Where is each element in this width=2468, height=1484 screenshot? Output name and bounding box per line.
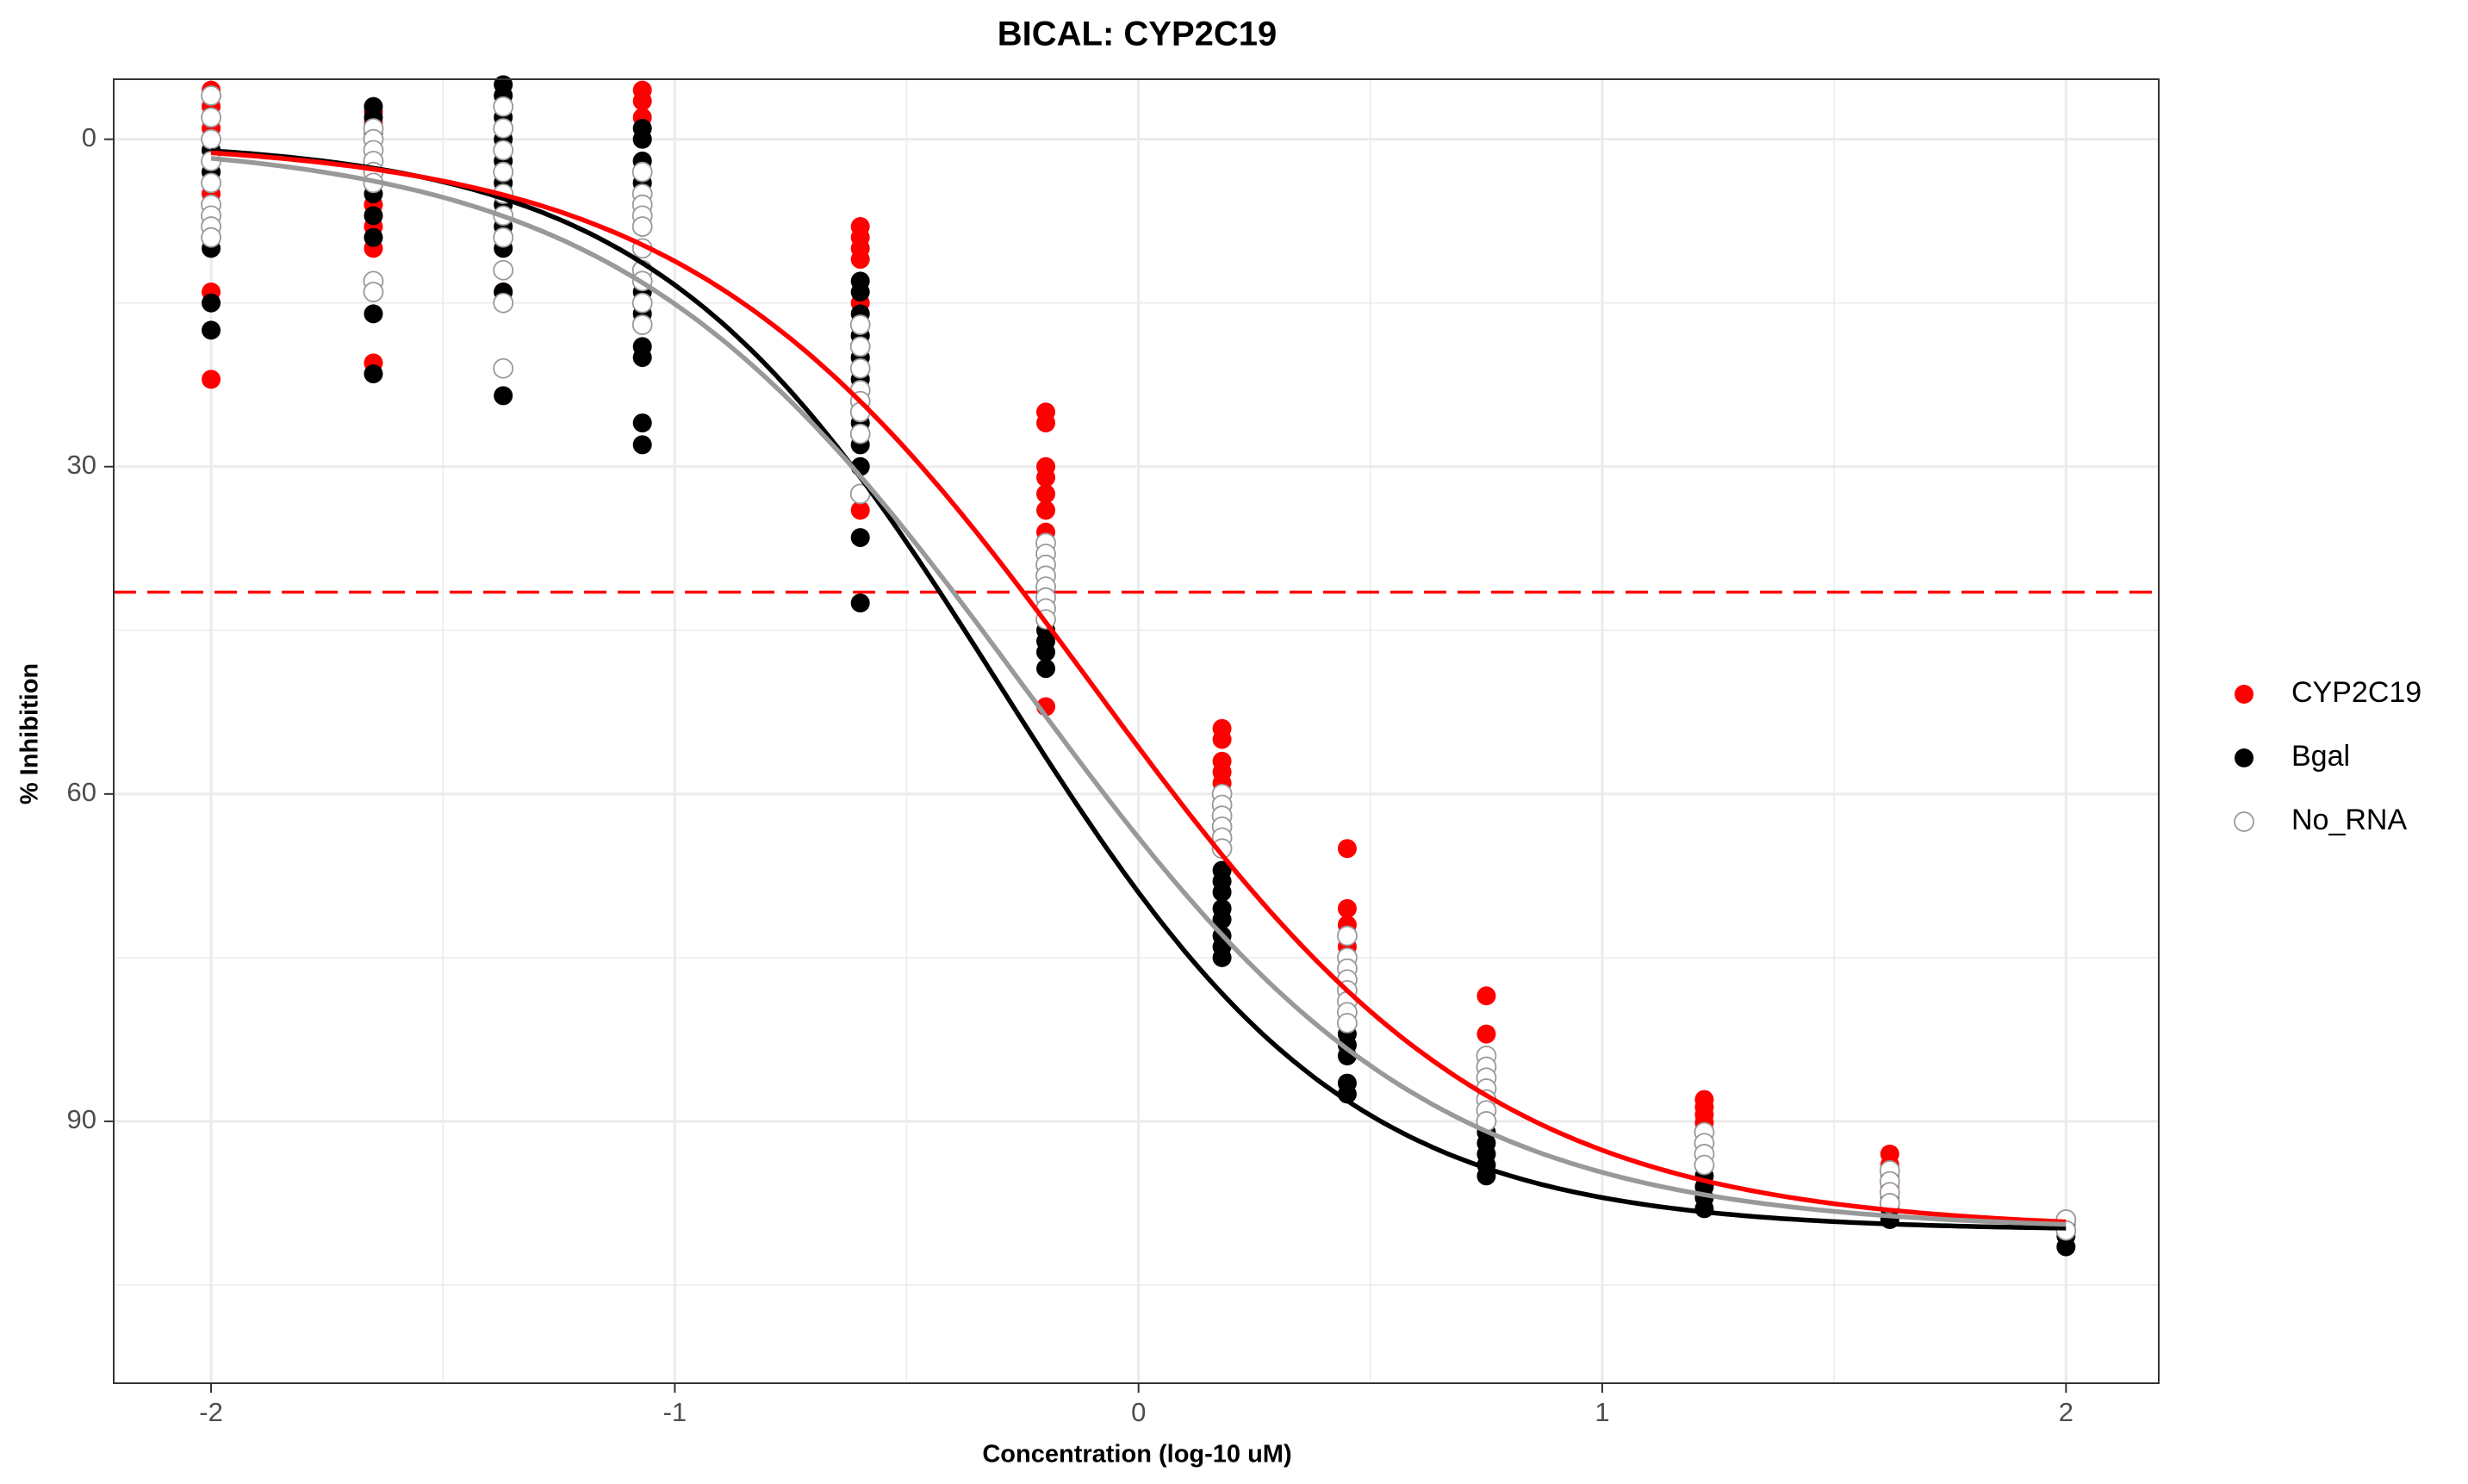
data-point (201, 128, 221, 150)
data-point (850, 500, 870, 520)
data-point (493, 227, 514, 248)
tick-layer: -2 -1 0 1 2 0 30 60 90 (67, 122, 2073, 1427)
data-point (201, 107, 221, 128)
x-tick-label: 2 (2059, 1397, 2073, 1427)
data-point (363, 282, 384, 302)
data-point (2056, 1237, 2076, 1257)
data-point (849, 336, 871, 357)
data-point (202, 320, 221, 340)
data-point (849, 423, 871, 444)
data-point (1036, 468, 1056, 487)
legend-key-icon (2235, 685, 2254, 704)
data-point (364, 206, 383, 226)
data-point (631, 161, 653, 183)
chart-title: BICAL: CYP2C19 (998, 16, 1278, 53)
data-point (632, 91, 652, 111)
data-point (364, 227, 383, 247)
fit-curve-no-rna (210, 156, 2067, 1227)
data-point (850, 528, 870, 548)
data-point (493, 357, 514, 379)
data-point (201, 85, 221, 106)
x-tick-label: -2 (199, 1397, 223, 1427)
data-point (1212, 730, 1232, 749)
x-tick-label: 1 (1595, 1397, 1609, 1427)
x-tick-label: 0 (1131, 1397, 1146, 1427)
x-tick-label: -1 (663, 1397, 687, 1427)
y-tick-label: 30 (67, 450, 96, 480)
data-point (1212, 947, 1232, 967)
data-point (493, 140, 514, 161)
data-point (1337, 839, 1357, 859)
data-point (202, 369, 221, 389)
data-point (201, 172, 221, 194)
fit-curve-cyp2c19 (210, 150, 2067, 1225)
data-point (1337, 1013, 1358, 1034)
legend: CYP2C19 Bgal No_RNA (2234, 676, 2421, 836)
data-point (850, 283, 870, 302)
data-point (1476, 1024, 1496, 1044)
fit-curve-bgal (210, 148, 2067, 1231)
y-tick-label: 0 (82, 122, 96, 152)
data-point (493, 118, 514, 139)
data-point (1212, 882, 1232, 902)
data-point (632, 348, 652, 368)
data-point (850, 593, 870, 613)
legend-key-icon (2234, 811, 2254, 832)
data-point (1694, 1199, 1714, 1219)
data-point (1337, 898, 1357, 918)
data-point (201, 227, 221, 248)
x-axis-title: Concentration (log-10 uM) (982, 1441, 1291, 1468)
data-point (850, 250, 870, 270)
data-point (1036, 643, 1056, 662)
fit-curve-layer (210, 148, 2067, 1231)
data-point (1694, 1154, 1715, 1176)
y-axis-title: % Inhibition (16, 663, 44, 804)
data-point (494, 386, 513, 406)
point-layer (201, 75, 2077, 1257)
legend-item-cyp2c19: CYP2C19 (2235, 676, 2421, 709)
legend-item-no-rna: No_RNA (2234, 804, 2407, 836)
legend-label: No_RNA (2291, 804, 2407, 836)
y-tick-label: 60 (67, 777, 96, 807)
legend-item-bgal: Bgal (2235, 740, 2350, 773)
data-point (632, 129, 652, 149)
y-tick-label: 90 (67, 1104, 96, 1134)
panel-border (113, 78, 2160, 1384)
data-point (1476, 986, 1496, 1006)
data-point (632, 435, 652, 455)
data-point (1036, 413, 1056, 433)
legend-key-icon (2235, 748, 2254, 767)
data-point (1036, 484, 1056, 504)
data-point (493, 259, 514, 281)
data-point (493, 292, 514, 314)
data-point (1212, 910, 1232, 929)
data-point (1036, 500, 1056, 520)
data-point (364, 304, 383, 324)
data-point (631, 314, 653, 335)
data-point (202, 293, 221, 313)
legend-label: CYP2C19 (2291, 676, 2421, 709)
data-point (632, 413, 652, 433)
data-point (364, 364, 383, 384)
data-point (493, 161, 514, 183)
data-point (1337, 925, 1358, 947)
data-point (849, 357, 871, 379)
data-point (849, 314, 871, 335)
legend-label: Bgal (2291, 740, 2350, 773)
data-point (631, 216, 653, 237)
data-point (1036, 659, 1056, 679)
data-point (631, 292, 653, 314)
data-point (493, 96, 514, 117)
